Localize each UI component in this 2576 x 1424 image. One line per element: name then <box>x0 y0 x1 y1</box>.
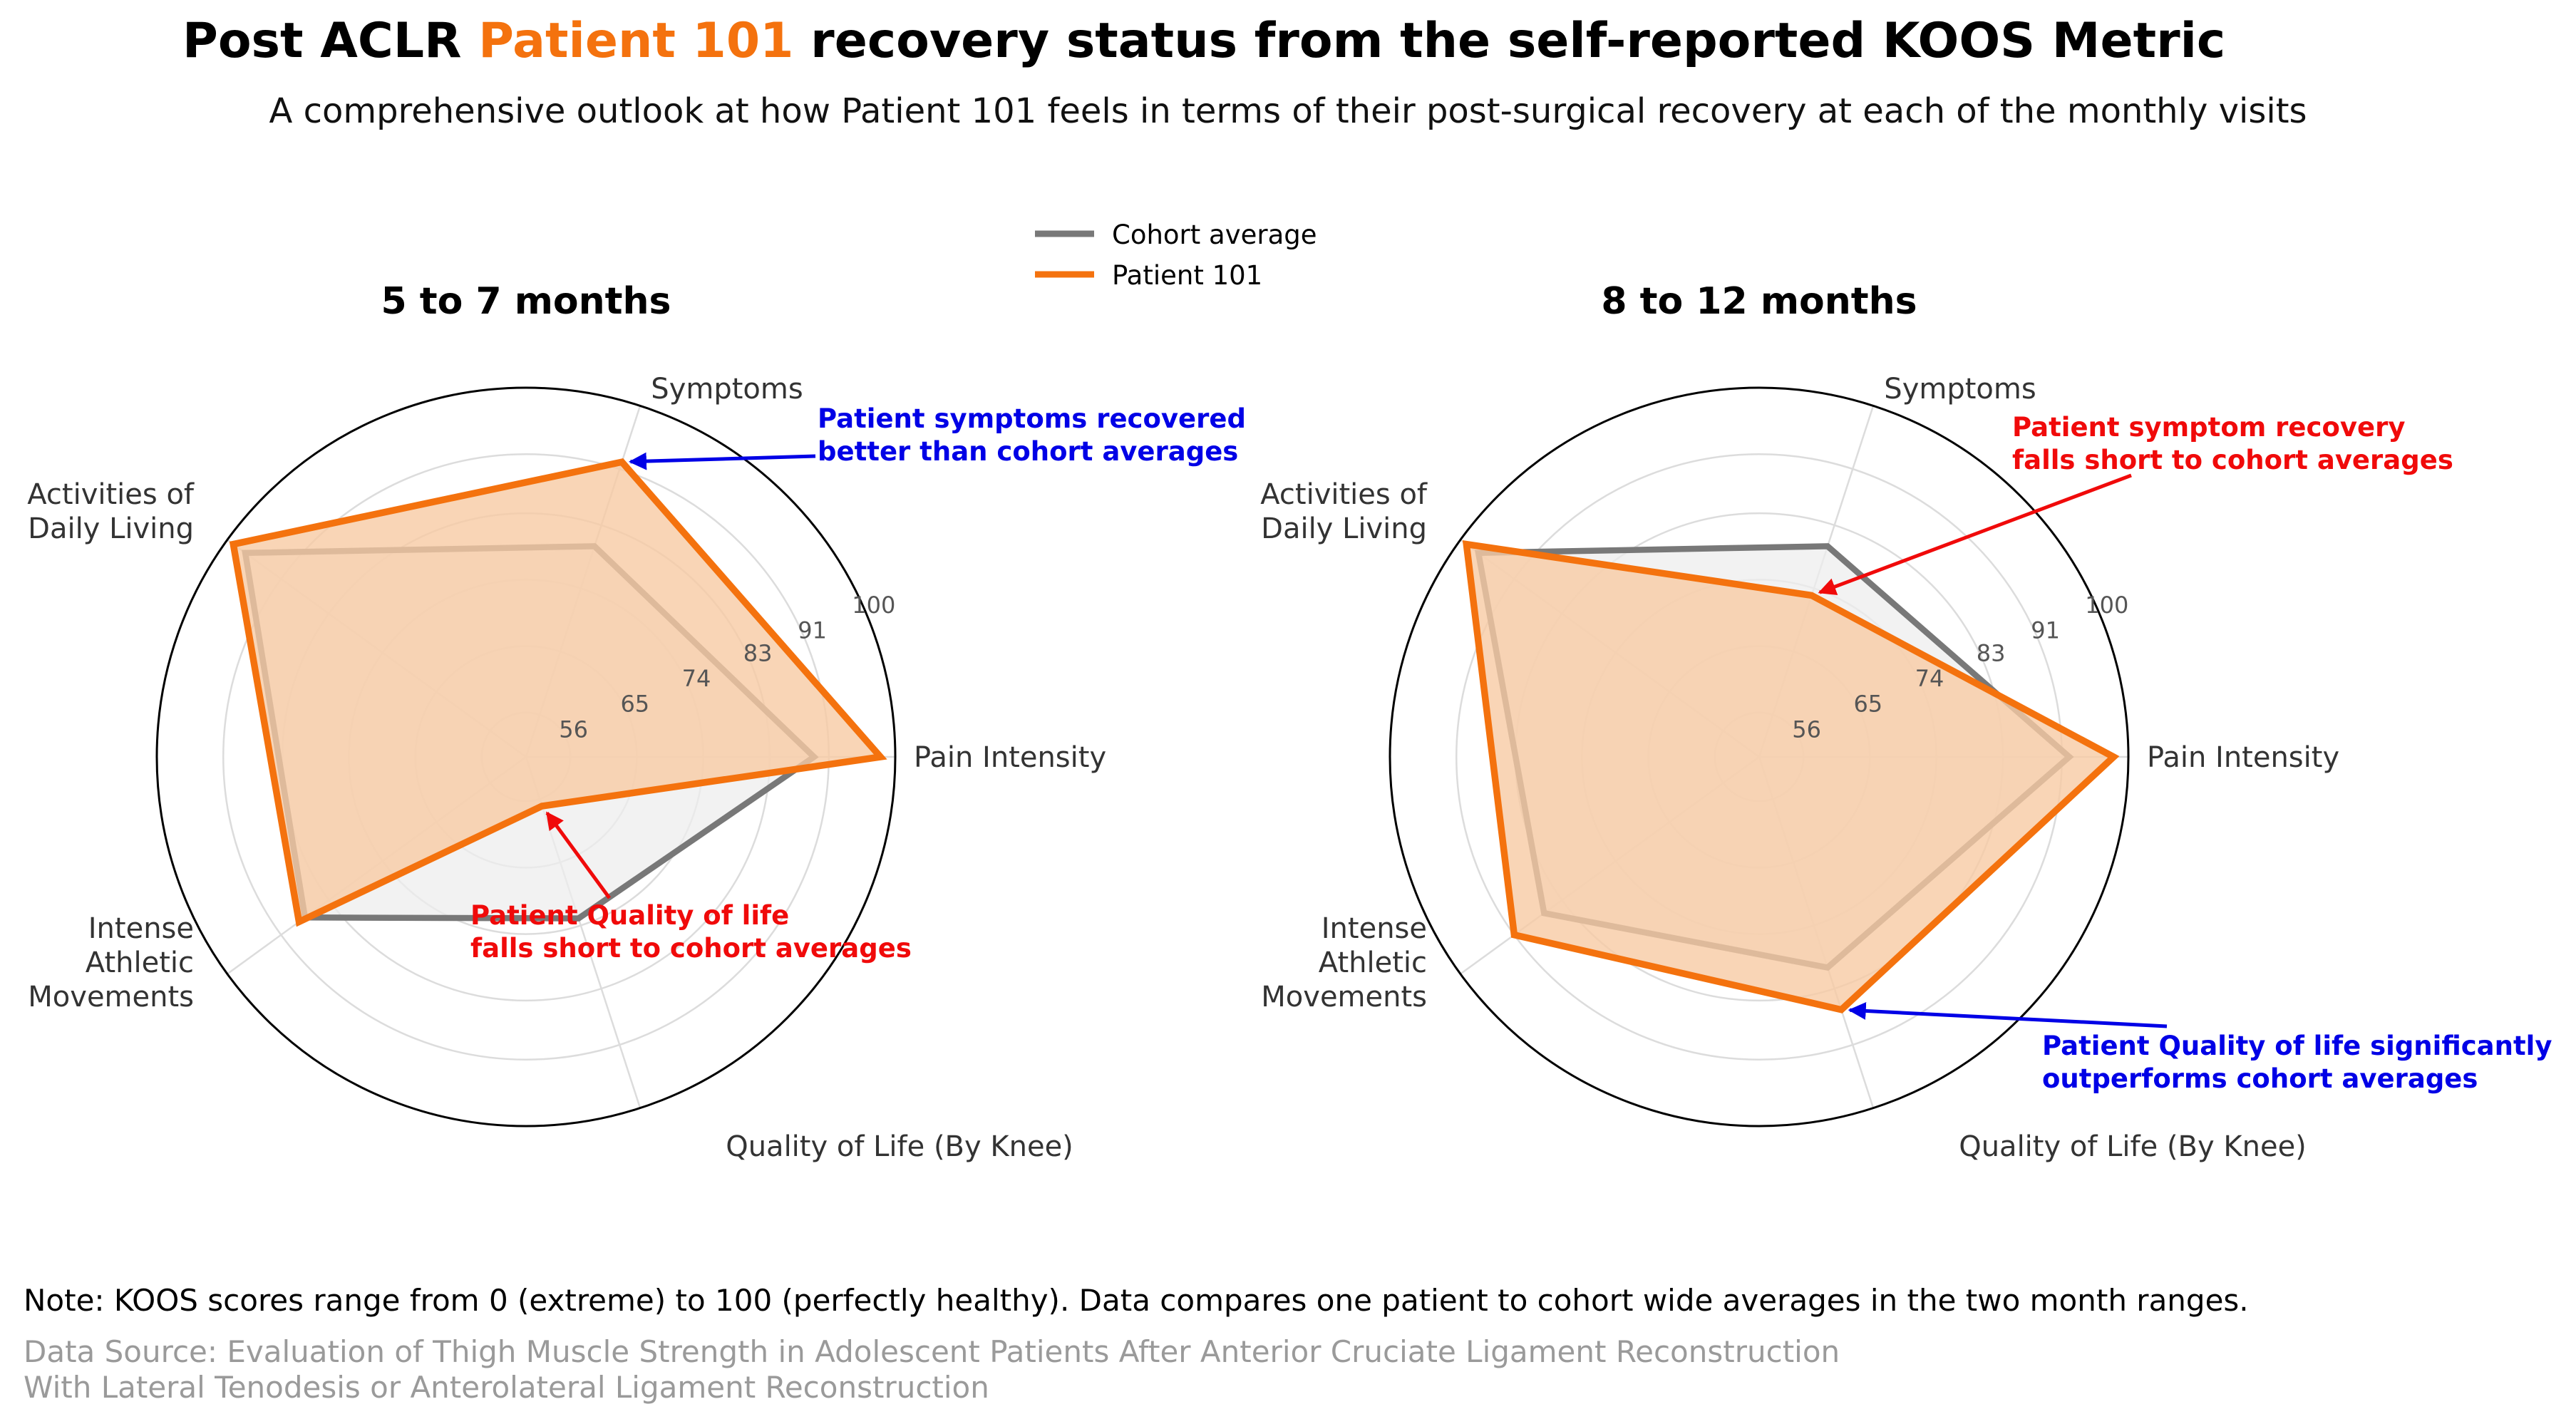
figure-title: Post ACLR Patient 101 recovery status fr… <box>182 13 2225 69</box>
polar-frame <box>155 386 897 1128</box>
legend-patient-label: Patient 101 <box>1112 260 1262 291</box>
annotation-arrow <box>1848 1001 2168 1028</box>
axis-label-pain-intensity: Pain Intensity <box>2147 741 2339 774</box>
data-source-line-2: With Lateral Tenodesis or Anterolateral … <box>24 1370 989 1405</box>
axis-label-quality-of-life-by-knee: Quality of Life (By Knee) <box>1959 1130 2307 1163</box>
series-patient-101 <box>229 458 887 927</box>
r-tick-label: 83 <box>743 639 773 666</box>
title-prefix: Post ACLR <box>182 13 479 69</box>
figure-subtitle: A comprehensive outlook at how Patient 1… <box>269 91 2307 131</box>
r-tick-label: 74 <box>682 665 711 692</box>
chart-title: 5 to 7 months <box>381 280 671 323</box>
annotation-arrow <box>1818 473 2132 595</box>
polar-frame <box>1389 386 2130 1128</box>
footer-note: Note: KOOS scores range from 0 (extreme)… <box>24 1283 2249 1318</box>
r-tick-label: 83 <box>1977 639 2006 666</box>
r-tick-label: 74 <box>1915 665 1944 692</box>
annotation-text: Patient Quality of life significantly out… <box>2042 1031 2552 1094</box>
annotation-arrow <box>629 452 816 470</box>
data-source-line-1: Data Source: Evaluation of Thigh Muscle … <box>24 1334 1840 1369</box>
data-source: Data Source: Evaluation of Thigh Muscle … <box>24 1334 1840 1405</box>
chart-title: 8 to 12 months <box>1601 280 1917 323</box>
r-tick-label: 56 <box>1792 716 1821 743</box>
axis-label-symptoms: Symptoms <box>1884 373 2036 406</box>
radar-chart-2: 8 to 12 months 56 65 74 83 91 100 Pain Intensit… <box>1260 280 2552 1163</box>
r-tick-label: 56 <box>559 716 588 743</box>
r-tick-label: 100 <box>852 592 895 619</box>
r-tick-label: 65 <box>1853 691 1882 718</box>
title-highlight: Patient 101 <box>478 13 794 69</box>
axis-label-activities-of-daily-living: Activities of Daily Living <box>1260 478 1428 545</box>
annotation-text: Patient symptom recovery falls short to c… <box>2012 412 2453 475</box>
axis-label-intense-athletic-movements: Intense Athletic Movements <box>1261 912 1427 1013</box>
r-tick-label: 91 <box>798 617 827 644</box>
r-tick-label: 65 <box>620 691 649 718</box>
r-tick-label: 100 <box>2085 592 2128 619</box>
annotation-arrow <box>545 811 612 899</box>
series-patient-101 <box>1462 540 2120 1013</box>
axis-label-quality-of-life-by-knee: Quality of Life (By Knee) <box>726 1130 1073 1163</box>
axis-label-symptoms: Symptoms <box>651 373 803 406</box>
axis-label-pain-intensity: Pain Intensity <box>914 741 1106 774</box>
axis-label-activities-of-daily-living: Activities of Daily Living <box>27 478 195 545</box>
title-suffix: recovery status from the self-reported K… <box>793 13 2226 69</box>
legend: Cohort average Patient 101 <box>1035 220 1317 291</box>
r-tick-label: 91 <box>2031 617 2060 644</box>
legend-cohort-label: Cohort average <box>1112 220 1317 250</box>
annotation-text: Patient Quality of life falls short to co… <box>470 900 912 964</box>
axis-label-intense-athletic-movements: Intense Athletic Movements <box>28 912 194 1013</box>
radar-chart-1: 5 to 7 months 56 65 74 83 91 100 Pain Intensity… <box>27 280 1246 1163</box>
annotation-text: Patient symptoms recovered better than co… <box>818 403 1246 467</box>
